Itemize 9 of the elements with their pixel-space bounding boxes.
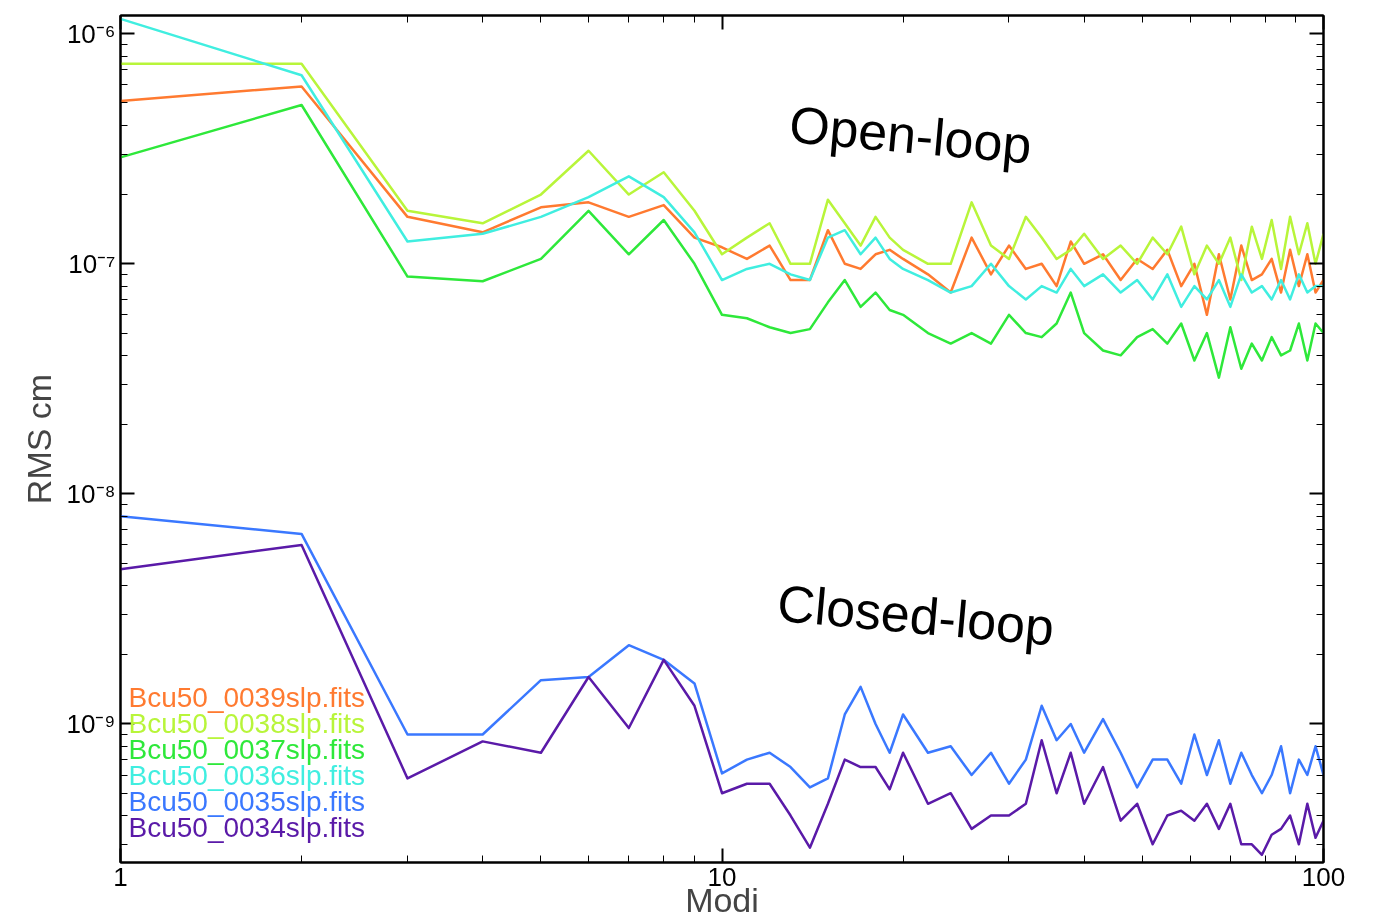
y-tick-label: 10⁻⁸ — [66, 478, 116, 509]
x-tick-label: 100 — [1301, 861, 1346, 892]
y-tick-label: 10⁻⁷ — [68, 248, 116, 279]
annotation: Open-loop — [786, 95, 1034, 175]
annotation: Closed-loop — [775, 573, 1057, 657]
x-tick-label: 1 — [113, 861, 128, 892]
y-axis-title: RMS cm — [20, 373, 59, 505]
y-tick-label: 10⁻⁹ — [66, 708, 116, 739]
y-tick-label: 10⁻⁶ — [66, 18, 116, 49]
